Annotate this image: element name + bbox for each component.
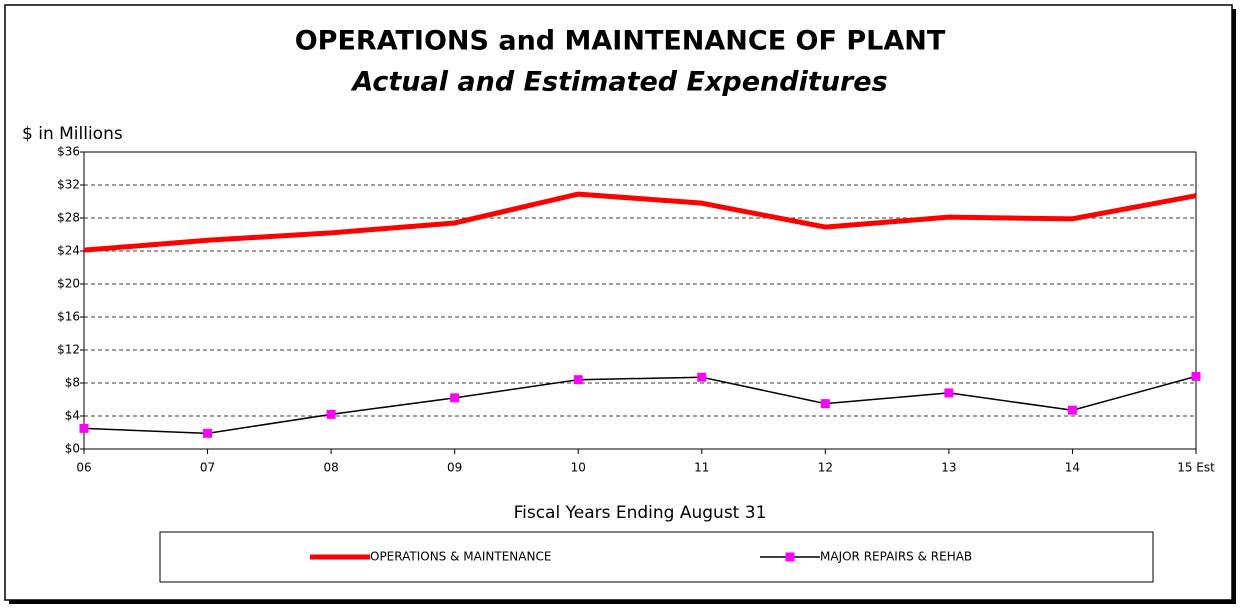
x-tick-label: 08 [323, 461, 338, 475]
legend-box [159, 531, 1154, 583]
series-line [83, 375, 1197, 435]
x-tick-label: 13 [941, 461, 956, 475]
y-tick-label: $0 [65, 442, 80, 456]
y-tick-label: $20 [57, 277, 80, 291]
x-tick-label: 10 [571, 461, 586, 475]
point-marker [79, 423, 89, 433]
plot-border [83, 151, 1197, 450]
chart-subtitle: Actual and Estimated Expenditures [350, 67, 887, 98]
y-axis-label: $ in Millions [22, 124, 123, 144]
y-tick-label: $24 [57, 244, 80, 258]
point-marker [1067, 405, 1077, 415]
y-tick-label: $12 [57, 343, 80, 357]
point-marker [1191, 371, 1201, 381]
x-axis-label: Fiscal Years Ending August 31 [514, 503, 767, 523]
point-marker [450, 393, 460, 403]
x-tick-label: 14 [1065, 461, 1080, 475]
y-tick-label: $36 [57, 145, 80, 159]
point-marker [573, 375, 583, 385]
x-tick-label: 12 [818, 461, 833, 475]
y-tick-label: $8 [65, 376, 80, 390]
legend-label: MAJOR REPAIRS & REHAB [820, 550, 972, 564]
point-marker [820, 399, 830, 409]
y-tick-label: $28 [57, 211, 80, 225]
chart-title: OPERATIONS and MAINTENANCE OF PLANT [295, 26, 946, 57]
x-tick-label: 09 [447, 461, 462, 475]
point-marker [326, 409, 336, 419]
x-tick-label: 11 [694, 461, 709, 475]
x-tick-label: 06 [76, 461, 91, 475]
y-tick-label: $4 [65, 409, 80, 423]
x-tick-label: 07 [200, 461, 215, 475]
point-marker [944, 388, 954, 398]
point-marker [203, 428, 213, 438]
legend-label: OPERATIONS & MAINTENANCE [370, 550, 551, 564]
point-marker [697, 372, 707, 382]
y-tick-label: $32 [57, 178, 80, 192]
y-tick-label: $16 [57, 310, 80, 324]
series-line [83, 191, 1197, 253]
legend-marker [785, 552, 795, 562]
plot-area [84, 152, 1196, 449]
x-tick-label: 15 Est [1177, 461, 1215, 475]
